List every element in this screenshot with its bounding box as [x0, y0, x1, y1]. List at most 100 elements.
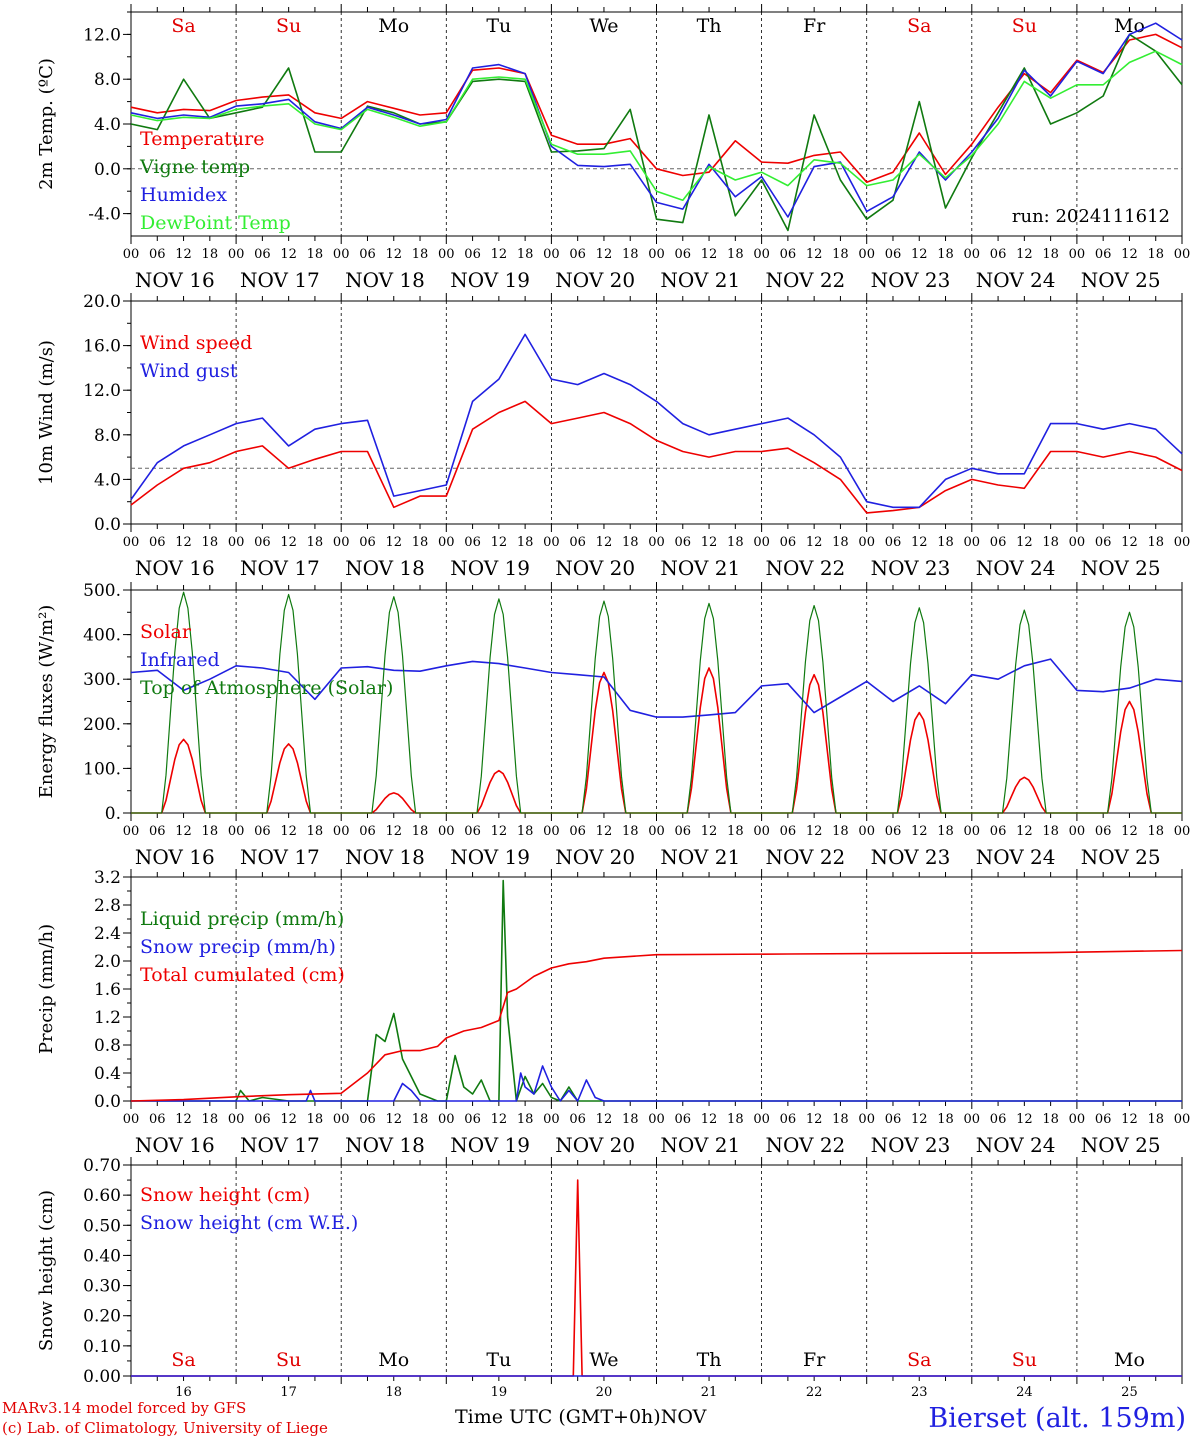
x-hour-label: 06 — [254, 824, 271, 839]
x-hour-label: 18 — [1147, 247, 1164, 262]
x-day-label: NOV 25 — [1081, 1133, 1161, 1157]
series-line — [130, 50, 1183, 201]
x-hour-label: 12 — [1121, 247, 1138, 262]
weekday-label: Sa — [907, 15, 931, 37]
x-hour-label: 06 — [359, 1112, 376, 1127]
x-hour-label: 06 — [149, 535, 166, 550]
x-hour-label: 18 — [622, 824, 639, 839]
y-tick-label: 100. — [83, 759, 121, 779]
time-axis-label: Time UTC (GMT+0h)NOV — [455, 1406, 706, 1428]
x-hour-label: 12 — [596, 535, 613, 550]
run-annotation: run: 2024111612 — [1012, 206, 1170, 227]
x-hour-label: 00 — [648, 824, 665, 839]
x-hour-label: 06 — [780, 1112, 797, 1127]
x-hour-label: 12 — [806, 535, 823, 550]
weekday-label: Fr — [803, 1349, 826, 1371]
y-axis-title: 2m Temp. (ºC) — [36, 58, 57, 190]
x-hour-label: 18 — [1042, 824, 1059, 839]
y-tick-label: 0.30 — [83, 1277, 121, 1297]
x-hour-label: 00 — [333, 247, 350, 262]
y-axis-title: Energy fluxes (W/m²) — [36, 605, 57, 799]
x-hour-label: 00 — [1174, 824, 1191, 839]
weekday-label: Su — [276, 15, 301, 37]
x-hour-label: 00 — [123, 535, 140, 550]
legend-entry: Humidex — [140, 184, 227, 206]
y-tick-label: -4.0 — [88, 205, 121, 225]
x-hour-label: 12 — [385, 247, 402, 262]
x-hour-label: 18 — [202, 1112, 219, 1127]
y-tick-label: 0.0 — [94, 160, 121, 180]
x-hour-label: 06 — [885, 535, 902, 550]
x-day-label: NOV 16 — [135, 556, 215, 580]
x-hour-label: 06 — [359, 535, 376, 550]
x-day-label: NOV 24 — [976, 556, 1056, 580]
series-line — [130, 33, 1183, 232]
x-day-label: NOV 20 — [555, 845, 635, 869]
x-hour-label: 12 — [1016, 535, 1033, 550]
x-hour-label: 12 — [911, 247, 928, 262]
x-hour-label: 12 — [1016, 1112, 1033, 1127]
x-hour-label: 12 — [280, 247, 297, 262]
x-hour-label: 00 — [1174, 247, 1191, 262]
x-hour-label: 18 — [832, 535, 849, 550]
x-hour-label: 00 — [1069, 1112, 1086, 1127]
x-hour-label: 12 — [175, 824, 192, 839]
weekday-label: Th — [697, 15, 722, 37]
x-hour-label: 00 — [648, 247, 665, 262]
weekday-label: Su — [1012, 15, 1037, 37]
y-axis-title: Precip (mm/h) — [36, 924, 57, 1054]
x-hour-label: 12 — [1016, 824, 1033, 839]
x-hour-label: 06 — [464, 1112, 481, 1127]
weekday-label: We — [589, 1349, 618, 1371]
x-hour-label: 12 — [385, 1112, 402, 1127]
x-hour-label: 18 — [307, 247, 324, 262]
weekday-label: Sa — [171, 1349, 195, 1371]
weekday-label: Sa — [171, 15, 195, 37]
x-day-number: 23 — [911, 1385, 928, 1400]
x-hour-label: 18 — [517, 1112, 534, 1127]
x-hour-label: 06 — [149, 247, 166, 262]
weekday-label: Su — [276, 1349, 301, 1371]
x-hour-label: 06 — [254, 535, 271, 550]
x-hour-label: 06 — [569, 535, 586, 550]
x-hour-label: 00 — [543, 824, 560, 839]
x-day-label: NOV 25 — [1081, 556, 1161, 580]
series-line — [131, 1065, 1182, 1102]
x-day-number: 25 — [1121, 1385, 1138, 1400]
x-hour-label: 00 — [228, 824, 245, 839]
x-hour-label: 18 — [412, 1112, 429, 1127]
x-hour-label: 12 — [806, 824, 823, 839]
x-hour-label: 00 — [543, 535, 560, 550]
weekday-label: Th — [697, 1349, 722, 1371]
y-tick-label: 0.70 — [83, 1156, 121, 1176]
x-hour-label: 12 — [175, 535, 192, 550]
x-hour-label: 06 — [990, 247, 1007, 262]
x-day-label: NOV 16 — [135, 1133, 215, 1157]
y-tick-label: 200. — [83, 715, 121, 735]
x-hour-label: 00 — [228, 247, 245, 262]
x-day-label: NOV 24 — [976, 268, 1056, 292]
x-hour-label: 18 — [937, 824, 954, 839]
x-hour-label: 18 — [727, 824, 744, 839]
x-day-number: 17 — [280, 1385, 297, 1400]
y-tick-label: 12.0 — [83, 381, 121, 401]
y-tick-label: 8.0 — [94, 426, 121, 446]
x-hour-label: 18 — [937, 535, 954, 550]
x-day-label: NOV 20 — [555, 268, 635, 292]
x-day-label: NOV 25 — [1081, 268, 1161, 292]
x-hour-label: 00 — [1069, 535, 1086, 550]
x-hour-label: 06 — [885, 824, 902, 839]
x-hour-label: 18 — [517, 535, 534, 550]
y-tick-label: 16.0 — [83, 337, 121, 357]
weekday-label: Mo — [378, 1349, 409, 1371]
x-hour-label: 00 — [438, 247, 455, 262]
x-day-label: NOV 19 — [450, 845, 530, 869]
y-tick-label: 0.50 — [83, 1216, 121, 1236]
x-hour-label: 18 — [1042, 535, 1059, 550]
panel-1: -4.0 0.0 4.0 8.0 12.0 2m Temp. (ºC) 00 06 12 18 00… — [36, 4, 1190, 292]
y-tick-label: 20.0 — [83, 292, 121, 312]
x-hour-label: 18 — [832, 824, 849, 839]
x-hour-label: 06 — [569, 247, 586, 262]
x-hour-label: 06 — [569, 1112, 586, 1127]
